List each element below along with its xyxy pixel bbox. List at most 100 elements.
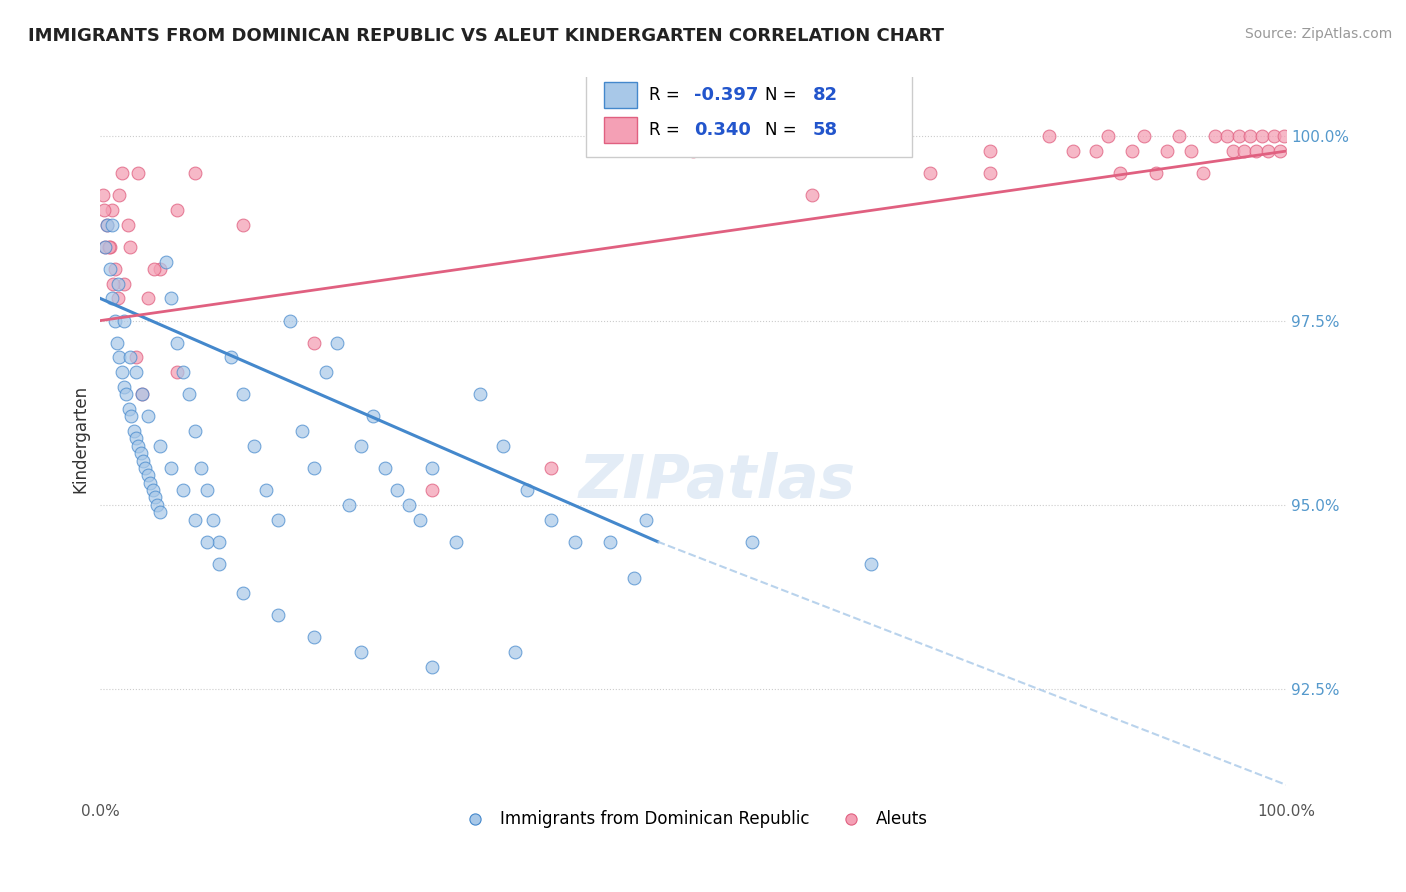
Point — [91, 188, 114, 202]
Point — [112, 277, 135, 291]
Point — [108, 188, 131, 202]
Point — [267, 608, 290, 623]
Text: R =: R = — [650, 87, 685, 104]
Point — [172, 365, 194, 379]
Point — [208, 557, 231, 571]
Point — [1109, 166, 1132, 180]
Point — [1132, 129, 1154, 144]
Point — [492, 439, 515, 453]
Point — [920, 166, 942, 180]
Point — [107, 292, 129, 306]
Point — [125, 432, 148, 446]
Point — [1263, 129, 1285, 144]
Point — [115, 387, 138, 401]
Point — [107, 277, 129, 291]
Point — [103, 313, 125, 327]
Point — [111, 365, 134, 379]
Point — [166, 365, 188, 379]
Point — [160, 461, 183, 475]
Point — [302, 461, 325, 475]
Point — [420, 483, 443, 497]
Point — [219, 351, 242, 365]
Point — [134, 461, 156, 475]
Point — [350, 645, 373, 659]
Point — [623, 572, 645, 586]
Point — [291, 424, 314, 438]
Point — [142, 262, 165, 277]
Point — [1168, 129, 1191, 144]
Point — [201, 512, 224, 526]
Point — [97, 240, 120, 254]
Point — [1144, 166, 1167, 180]
Point — [599, 534, 621, 549]
Point — [315, 365, 337, 379]
Point — [112, 380, 135, 394]
Point — [98, 240, 121, 254]
Point — [420, 461, 443, 475]
Point — [94, 240, 117, 254]
Point — [1192, 166, 1215, 180]
Point — [101, 292, 124, 306]
Point — [232, 218, 254, 232]
Point — [1246, 144, 1268, 158]
Point — [166, 335, 188, 350]
Point — [1085, 144, 1108, 158]
Text: N =: N = — [765, 121, 803, 139]
Point — [302, 631, 325, 645]
Point — [208, 534, 231, 549]
Point — [122, 424, 145, 438]
Text: R =: R = — [650, 121, 685, 139]
Point — [1222, 144, 1244, 158]
Point — [1239, 129, 1261, 144]
Point — [232, 586, 254, 600]
Point — [540, 461, 562, 475]
FancyBboxPatch shape — [586, 69, 912, 157]
Point — [101, 218, 124, 232]
Point — [112, 313, 135, 327]
Text: 82: 82 — [813, 87, 838, 104]
Point — [468, 387, 491, 401]
Point — [127, 166, 149, 180]
Point — [1268, 144, 1291, 158]
Point — [131, 387, 153, 401]
Point — [98, 262, 121, 277]
Point — [979, 166, 1001, 180]
Point — [136, 409, 159, 424]
Point — [93, 203, 115, 218]
Legend: Immigrants from Dominican Republic, Aleuts: Immigrants from Dominican Republic, Aleu… — [451, 803, 935, 835]
Point — [129, 446, 152, 460]
Point — [141, 483, 163, 497]
Point — [564, 534, 586, 549]
Point — [1233, 144, 1256, 158]
Point — [149, 439, 172, 453]
Point — [385, 483, 408, 497]
Point — [398, 498, 420, 512]
Point — [1156, 144, 1178, 158]
Point — [420, 660, 443, 674]
Point — [184, 424, 207, 438]
Point — [132, 453, 155, 467]
Point — [172, 483, 194, 497]
Y-axis label: Kindergarten: Kindergarten — [72, 384, 89, 492]
Point — [350, 439, 373, 453]
Point — [1097, 129, 1119, 144]
Point — [1062, 144, 1084, 158]
Point — [127, 439, 149, 453]
Point — [254, 483, 277, 497]
Point — [131, 387, 153, 401]
Point — [1251, 129, 1274, 144]
Point — [800, 188, 823, 202]
Text: Source: ZipAtlas.com: Source: ZipAtlas.com — [1244, 27, 1392, 41]
Point — [108, 351, 131, 365]
Point — [409, 512, 432, 526]
Point — [149, 505, 172, 519]
Point — [120, 409, 142, 424]
Point — [682, 144, 704, 158]
Point — [979, 144, 1001, 158]
Point — [859, 557, 882, 571]
Point — [1227, 129, 1250, 144]
Point — [374, 461, 396, 475]
Point — [96, 218, 118, 232]
Point — [1121, 144, 1143, 158]
Point — [179, 387, 201, 401]
